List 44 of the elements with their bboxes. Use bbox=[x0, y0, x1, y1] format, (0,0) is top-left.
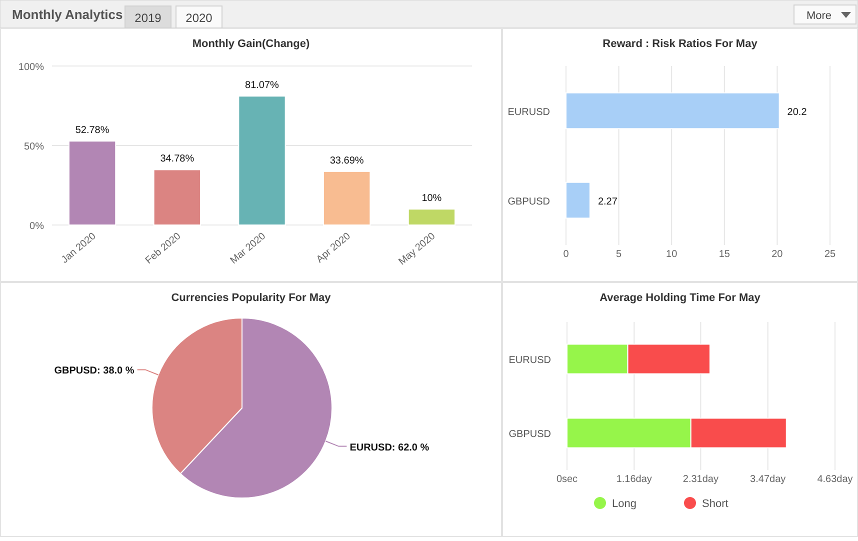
bar bbox=[408, 208, 456, 226]
data-label: 81.07% bbox=[245, 80, 280, 92]
x-tick-label: 2.31day bbox=[682, 474, 719, 485]
slice-label: EURUSD bbox=[350, 442, 392, 454]
x-tick-label: 5 bbox=[616, 249, 622, 260]
y-tick-label: EURUSD bbox=[508, 355, 551, 366]
tab-button: 2020 bbox=[176, 6, 222, 28]
y-tick-label: GBPUSD bbox=[508, 429, 551, 440]
y-tick-label: 100% bbox=[18, 62, 44, 73]
x-tick-label: 3.47day bbox=[750, 474, 786, 485]
data-label: 20.2 bbox=[787, 106, 808, 118]
y-tick-label: 0% bbox=[30, 221, 44, 232]
text: More bbox=[806, 10, 832, 22]
bar bbox=[68, 140, 116, 226]
legend-label: Long bbox=[612, 498, 636, 510]
data-label: 34.78% bbox=[160, 154, 194, 165]
data-label: 52.78% bbox=[75, 125, 110, 136]
bar bbox=[238, 96, 286, 226]
x-tick-label: 25 bbox=[824, 249, 836, 260]
data-label: 33.69% bbox=[330, 155, 364, 166]
x-tick-label: 20 bbox=[772, 249, 784, 260]
x-tick-label: 15 bbox=[718, 249, 730, 260]
x-tick-label: 1.16day bbox=[616, 474, 652, 485]
y-tick-label: EURUSD bbox=[508, 106, 550, 118]
slice-label: GBPUSD bbox=[54, 366, 98, 377]
x-tick-label: 0 bbox=[563, 249, 570, 260]
x-tick-label: 10 bbox=[666, 249, 678, 260]
x-tick-label: 0sec bbox=[556, 474, 578, 485]
legend-label: Short bbox=[702, 498, 728, 510]
chart-title: Average Holding Time For May bbox=[600, 292, 762, 304]
data-label: : 38.0 % bbox=[97, 366, 134, 377]
y-tick-label: GBPUSD bbox=[508, 196, 550, 208]
text: Monthly Analytics bbox=[12, 7, 123, 22]
tab-button: 2019 bbox=[124, 6, 172, 28]
data-label: 2.27 bbox=[598, 196, 618, 208]
bar bbox=[323, 170, 371, 226]
y-tick-label: 50% bbox=[24, 142, 44, 152]
bar bbox=[153, 169, 201, 226]
chart-title: Reward : Risk Ratios For May bbox=[602, 38, 758, 50]
data-label: : 62.0 % bbox=[392, 442, 430, 454]
chart-title: Monthly Gain(Change) bbox=[192, 38, 310, 50]
x-tick-label: 4.63day bbox=[817, 474, 853, 485]
chart-title: Currencies Popularity For May bbox=[171, 292, 332, 304]
data-label: 10% bbox=[422, 193, 442, 204]
